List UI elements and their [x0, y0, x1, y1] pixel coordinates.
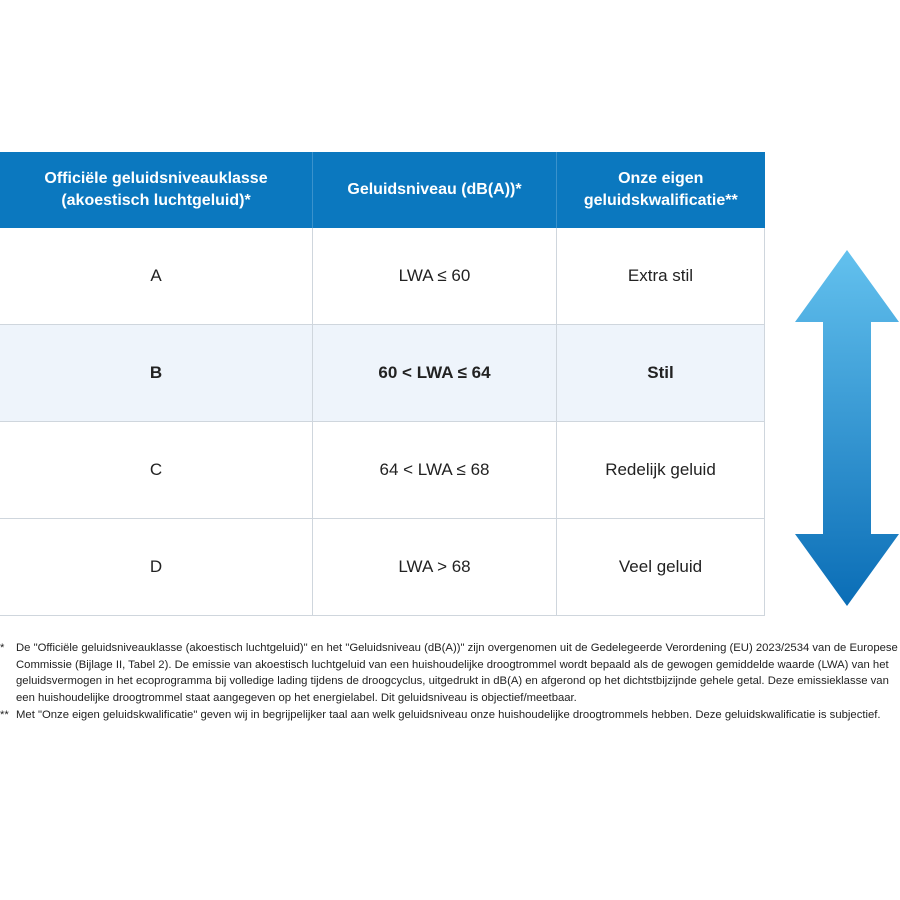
noise-class-table: Officiële geluidsniveauklasse (akoestisc…: [0, 152, 765, 616]
cell-level: 60 < LWA ≤ 64: [312, 324, 557, 422]
footnotes: * De "Officiële geluidsniveauklasse (ako…: [0, 640, 900, 724]
footnote-text: Met "Onze eigen geluidskwalificatie" gev…: [16, 708, 881, 721]
cell-class: C: [0, 421, 313, 519]
table-row: C 64 < LWA ≤ 68 Redelijk geluid: [0, 421, 765, 519]
footnote: * De "Officiële geluidsniveauklasse (ako…: [0, 640, 900, 707]
cell-class: A: [0, 228, 313, 325]
header-official-class: Officiële geluidsniveauklasse (akoestisc…: [0, 152, 313, 228]
header-own-qualification: Onze eigen geluidskwalificatie**: [556, 152, 765, 228]
cell-class: B: [0, 324, 313, 422]
footnote: ** Met "Onze eigen geluidskwalificatie" …: [0, 707, 900, 724]
header-noise-level: Geluidsniveau (dB(A))*: [312, 152, 557, 228]
cell-qualification: Stil: [556, 324, 765, 422]
cell-level: LWA ≤ 60: [312, 228, 557, 325]
footnote-mark: *: [0, 642, 5, 654]
double-arrow-icon: [795, 250, 899, 606]
cell-qualification: Redelijk geluid: [556, 421, 765, 519]
cell-qualification: Veel geluid: [556, 518, 765, 616]
cell-class: D: [0, 518, 313, 616]
footnote-mark: **: [0, 708, 9, 721]
table-row: A LWA ≤ 60 Extra stil: [0, 228, 765, 325]
table-row-highlighted: B 60 < LWA ≤ 64 Stil: [0, 324, 765, 422]
cell-level: 64 < LWA ≤ 68: [312, 421, 557, 519]
cell-qualification: Extra stil: [556, 228, 765, 325]
footnote-text: De "Officiële geluidsniveauklasse (akoes…: [16, 642, 898, 705]
table-row: D LWA > 68 Veel geluid: [0, 518, 765, 616]
cell-level: LWA > 68: [312, 518, 557, 616]
table-header-row: Officiële geluidsniveauklasse (akoestisc…: [0, 152, 765, 228]
